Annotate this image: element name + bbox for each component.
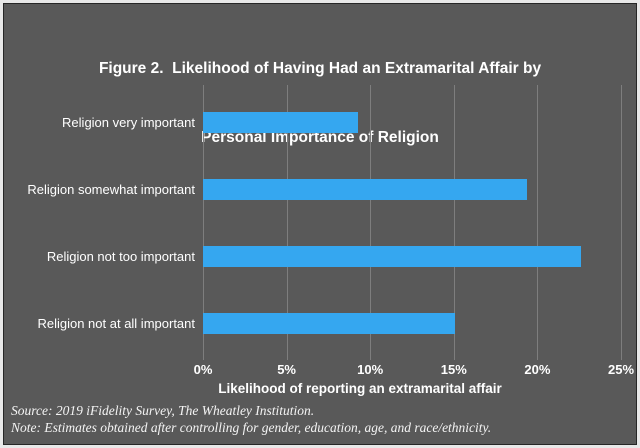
axis-tick [621,353,622,360]
tick-label: 0% [193,362,213,377]
category-label: Religion not too important [46,248,195,264]
category-label: Religion not at all important [37,315,195,331]
bar [203,313,456,334]
gridline [370,85,372,353]
axis-tick [537,353,539,360]
bar [203,246,581,267]
chart-title-line1: Figure 2. Likelihood of Having Had an Ex… [98,60,542,77]
gridline [286,85,288,353]
category-label: Religion very important [62,114,195,130]
chart-background: Figure 2. Likelihood of Having Had an Ex… [3,3,637,445]
bar [203,112,359,133]
axis-tick [453,353,455,360]
source-note: Source: 2019 iFidelity Survey, The Wheat… [11,403,315,418]
gridline [453,85,455,353]
bar [203,179,528,200]
category-label: Religion somewhat important [27,181,195,197]
x-axis-title: Likelihood of reporting an extramarital … [218,381,502,396]
tick-label: 15% [440,362,467,377]
tick-label: 5% [277,362,296,377]
gridline [621,85,622,353]
gridline [203,85,204,353]
plot-area [203,85,622,353]
axis-tick [203,353,204,360]
axis-tick [286,353,288,360]
tick-label: 10% [357,362,384,377]
gridline [537,85,539,353]
chart-title: Figure 2. Likelihood of Having Had an Ex… [4,11,636,195]
tick-label: 20% [524,362,551,377]
method-note: Note: Estimates obtained after controlli… [11,420,492,435]
chart-title-line2: Personal Importance of Religion [201,129,439,146]
axis-tick [370,353,372,360]
tick-label: 25% [607,362,635,377]
